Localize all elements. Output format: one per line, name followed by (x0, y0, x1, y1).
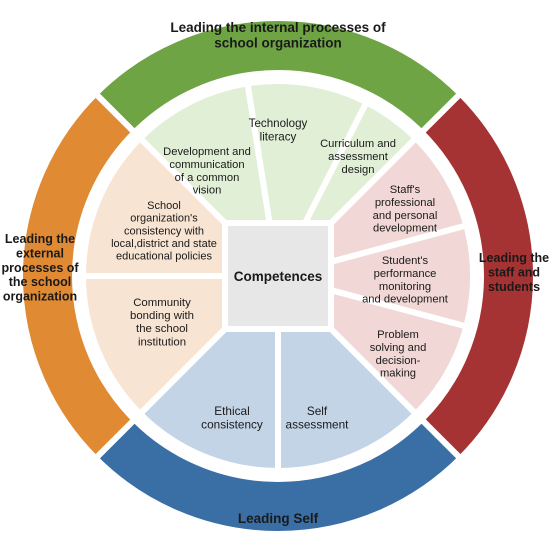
segment-label-8: Communitybonding withthe schoolinstituti… (130, 297, 194, 348)
outer-label-3: Leading theexternalprocesses ofthe schoo… (1, 232, 79, 304)
outer-label-2: Leading Self (238, 511, 319, 526)
outer-label-1: Leading thestaff andstudents (479, 251, 549, 294)
center-label: Competences (234, 269, 323, 284)
competences-wheel: CompetencesLeading the internal processe… (0, 0, 553, 545)
